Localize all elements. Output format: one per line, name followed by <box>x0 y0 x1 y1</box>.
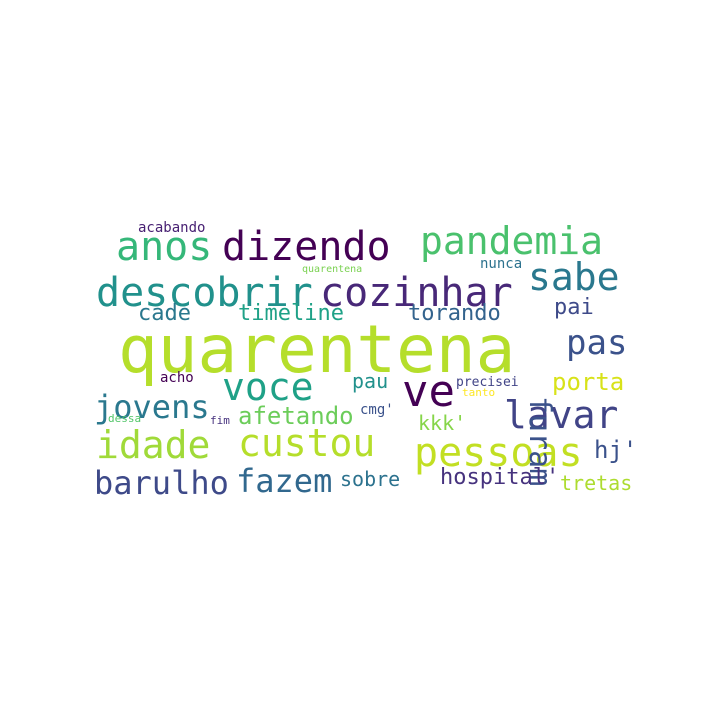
word-cloud-word: ve <box>402 366 455 417</box>
word-cloud-word: kkk' <box>418 411 466 435</box>
word-cloud-word: voce <box>222 365 314 409</box>
word-cloud-word: dizendo <box>222 224 391 270</box>
word-cloud-word: tretas <box>560 471 632 495</box>
word-cloud-word: acho <box>160 370 194 386</box>
word-cloud-word: precisei <box>456 375 519 390</box>
word-cloud-word: cmg' <box>360 402 394 418</box>
word-cloud-word: dessa <box>108 412 141 425</box>
word-cloud-word: nunca <box>480 256 522 272</box>
word-cloud-word: cade <box>138 301 191 326</box>
word-cloud-word: hospital' <box>440 465 559 490</box>
word-cloud-word: sabe <box>528 255 620 299</box>
word-cloud-word: jovens <box>94 388 210 426</box>
word-cloud-word: barulho <box>94 464 229 502</box>
word-cloud-word: torando <box>408 301 501 326</box>
word-cloud-word: pas <box>566 323 627 363</box>
word-cloud-word: fazem <box>236 462 332 500</box>
word-cloud-word: sobre <box>340 467 400 491</box>
word-cloud-word: timeline <box>238 301 344 326</box>
word-cloud-word: afetando <box>238 402 354 430</box>
word-cloud-word: descobrir <box>96 270 313 316</box>
word-cloud-word: pai <box>554 295 594 320</box>
word-cloud-word: custou <box>238 421 375 465</box>
word-cloud-word: idade <box>96 423 210 467</box>
word-cloud-word: lavar <box>504 393 618 437</box>
word-cloud-word: cozinhar <box>320 270 513 316</box>
word-cloud-word: quarentena <box>118 311 515 388</box>
word-cloud-word: quarentena <box>302 264 362 275</box>
word-cloud-word: anos <box>116 224 212 270</box>
word-cloud-word: furam <box>522 396 557 486</box>
word-cloud-word: acabando <box>138 220 205 236</box>
word-cloud-word: pessoas <box>414 430 583 476</box>
word-cloud-word: pau <box>352 369 388 393</box>
word-cloud-word: tanto <box>462 386 495 399</box>
word-cloud-word: porta <box>552 368 624 396</box>
word-cloud-word: pandemia <box>420 219 603 263</box>
word-cloud-word: fim <box>210 414 230 427</box>
word-cloud-word: hj' <box>594 436 637 464</box>
